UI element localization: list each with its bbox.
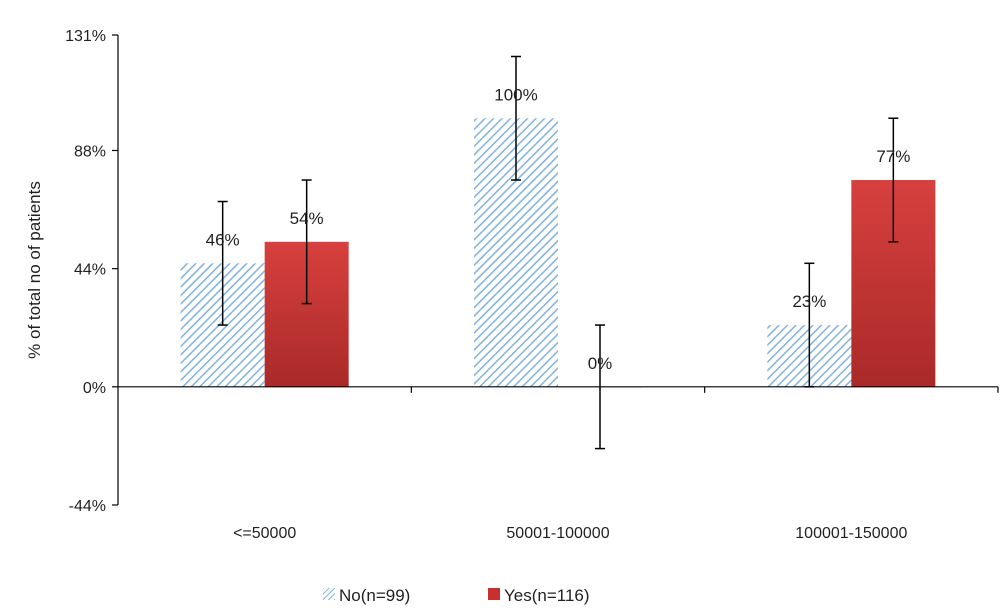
- legend-label-no: No(n=99): [339, 586, 410, 605]
- legend-swatch-yes: [488, 588, 500, 600]
- legend-label-yes: Yes(n=116): [504, 586, 590, 605]
- data-label: 54%: [290, 209, 324, 228]
- y-tick-label: 44%: [74, 262, 106, 279]
- data-label: 77%: [876, 147, 910, 166]
- data-label: 100%: [494, 85, 537, 104]
- x-tick-label: <=50000: [233, 525, 296, 542]
- data-label: 46%: [206, 230, 240, 249]
- data-label: 23%: [792, 292, 826, 311]
- x-tick-label: 50001-100000: [506, 525, 609, 542]
- y-tick-label: 131%: [65, 28, 106, 45]
- legend: No(n=99) Yes(n=116): [323, 586, 590, 605]
- y-tick-label: -44%: [69, 498, 106, 515]
- data-label: 0%: [588, 354, 613, 373]
- y-tick-label: 0%: [83, 380, 106, 397]
- x-tick-label: 100001-150000: [795, 525, 907, 542]
- y-axis-label: % of total no of patients: [25, 181, 44, 359]
- y-tick-label: 88%: [74, 143, 106, 160]
- legend-swatch-no: [323, 588, 335, 600]
